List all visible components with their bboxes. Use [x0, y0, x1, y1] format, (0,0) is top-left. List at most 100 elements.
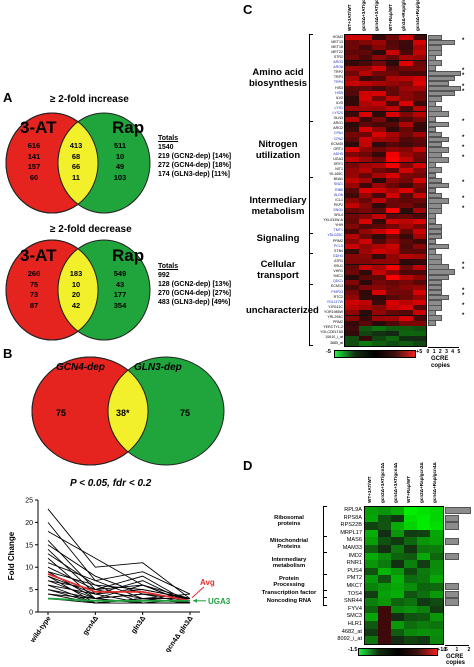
c-gene-label: MET13 [331, 39, 343, 44]
c-heat-cell [385, 228, 399, 234]
d-heat-cell [430, 621, 443, 629]
d-heat-cell [417, 598, 430, 606]
c-gene-label: MET16 [331, 44, 343, 49]
c-heat-cell [399, 203, 413, 209]
d-bracket [323, 536, 327, 553]
c-heat-cell [385, 300, 399, 306]
d-heat-cell [365, 560, 378, 568]
d-heat-cell [391, 583, 404, 591]
fold-change-chart: 0 5 10 15 20 25 Fold Change wild-type gcn4Δ gln3Δ… [7, 498, 231, 653]
c-heat-cell [358, 177, 372, 183]
c-heat-cell [372, 60, 386, 66]
c-heat-cell [399, 284, 413, 290]
c-heat-cell [358, 60, 372, 66]
c-star: * [462, 119, 465, 126]
d-heat-cell [430, 605, 443, 614]
c-heat-cell [358, 116, 372, 122]
c-heat-cell [412, 223, 426, 229]
c-heat-cell [412, 233, 426, 239]
c-gene-label: ICL1 [335, 197, 343, 202]
c-heat-cell [372, 188, 386, 194]
y-tick-label: 10 [25, 565, 33, 572]
c-gcre-bar [428, 300, 443, 306]
c-heat-cell [372, 239, 386, 245]
c-heat-cell [385, 50, 399, 56]
c-heat-cell [399, 182, 413, 188]
c-heat-cell [399, 188, 413, 194]
c-gcre-bar [428, 310, 437, 316]
c-heat-cell [358, 137, 372, 143]
d-heat-cell [430, 545, 443, 553]
c-heat-cell [412, 295, 426, 301]
c-heat-cell [358, 106, 372, 112]
c-heat-cell [412, 177, 426, 183]
c-heat-cell [372, 259, 386, 265]
d-heat-cell [365, 605, 378, 614]
c-heat-cell [358, 295, 372, 301]
c-heat-cell [385, 152, 399, 158]
c-gene-label: TRP3 [333, 75, 343, 80]
c-heat-cell [399, 213, 413, 219]
c-col-header: WT+3AT/WT [347, 4, 352, 31]
c-heat-cell [358, 142, 372, 148]
c-heat-cell [399, 50, 413, 56]
c-gene-label: GLN3 [333, 116, 343, 121]
d-heat-cell [417, 529, 430, 538]
c-heat-cell [358, 320, 372, 326]
c-gcre-bar [428, 55, 437, 61]
c-heat-cell [412, 305, 426, 311]
d-heat-cell [404, 613, 417, 621]
d-heat-cell [417, 522, 430, 530]
x-tick-label: gln3Δ [130, 615, 147, 635]
c-heat-cell [399, 264, 413, 270]
c-col-header: WT+Rap/WT [387, 4, 393, 31]
c-gene-label: SRY1 [333, 162, 343, 166]
c-gcre-bar [428, 131, 443, 138]
c-gene-label: STR2 [333, 54, 343, 59]
c-heat-cell [372, 223, 386, 229]
c-heat-cell [399, 228, 413, 234]
c-gcre-bar [428, 208, 443, 214]
c-gene-label: TRP4 [333, 80, 343, 85]
c-heat-cell [358, 264, 372, 270]
c-heat-cell [399, 239, 413, 245]
c-gcre-bar [428, 249, 437, 255]
c-heat-cell [345, 213, 359, 219]
c-star: * [462, 37, 465, 44]
c-heat-cell [372, 213, 386, 219]
d-category-label: Transcription factor [261, 589, 317, 596]
c-heat-cell [385, 259, 399, 265]
c-gene-label: YIL165C [329, 172, 343, 177]
c-heat-cell [345, 244, 359, 250]
d-heat-cell [404, 529, 417, 538]
c-heat-cell [385, 290, 399, 296]
c-heat-cell [372, 80, 386, 86]
c-gene-label: YRL294C [327, 315, 343, 319]
c-gcre-bar [428, 121, 449, 127]
c-heat-cell [385, 111, 399, 117]
c-heat-cell [399, 300, 413, 306]
c-heat-cell [358, 188, 372, 194]
d-heat-cell [404, 514, 417, 523]
c-heat-cell [358, 279, 372, 285]
c-heat-cell [358, 259, 372, 265]
c-gcre-bar [428, 172, 437, 178]
d-heat-cell [378, 507, 391, 515]
c-heat-cell [372, 116, 386, 122]
d-heat-cell [365, 628, 378, 637]
d-heat-cell [430, 552, 443, 561]
c-heat-cell [358, 182, 372, 188]
d-heat-cell [365, 636, 378, 644]
c-heat-cell [372, 335, 386, 341]
d-scale-max: +1.5 [437, 646, 448, 653]
d-heat-cell [391, 507, 404, 515]
d-heat-cell [404, 636, 417, 644]
c-gene-label: RTC2 [333, 294, 343, 299]
c-gene-label: ILV2 [335, 95, 343, 100]
c-category-label: uncharacterized [246, 304, 319, 316]
c-heat-cell [412, 218, 426, 224]
series-line [47, 540, 191, 604]
c-heat-cell [399, 111, 413, 117]
c-heat-cell [372, 244, 386, 250]
c-gcre-bar [428, 70, 461, 76]
